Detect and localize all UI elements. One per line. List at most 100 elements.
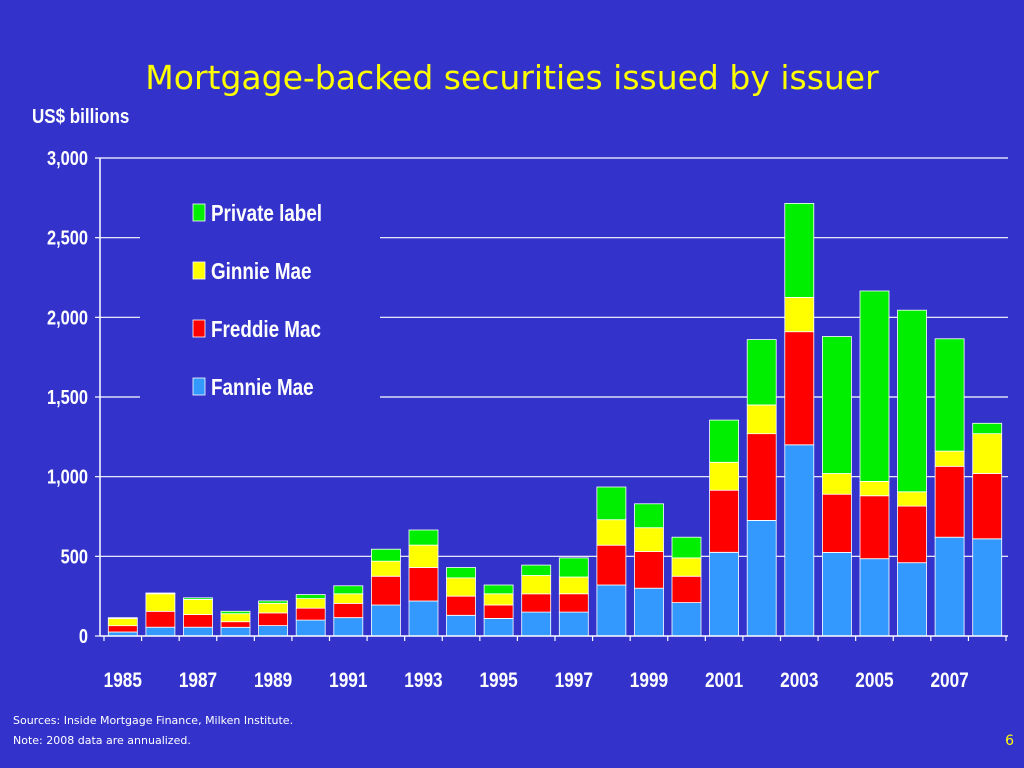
bar-fannie-mae-1991: [333, 617, 364, 637]
legend-item-fannie-mae: Fannie Mae: [192, 375, 314, 400]
bar-ginnie-mae-1998: [596, 519, 627, 546]
y-tick-label: 1,000: [47, 465, 88, 488]
bar-stack-1990: [295, 594, 326, 637]
y-tick-label: 2,000: [47, 306, 88, 329]
bar-fannie-mae-1988: [220, 626, 251, 637]
bar-freddie-mac-1986: [145, 610, 176, 628]
bar-private-label-1990: [295, 594, 326, 599]
bar-ginnie-mae-1985: [107, 618, 138, 627]
bar-fannie-mae-2006: [897, 562, 927, 637]
bar-stack-2001: [709, 419, 739, 637]
bar-stack-2003: [784, 202, 815, 637]
bar-ginnie-mae-1989: [258, 602, 289, 614]
x-tick-label: 1995: [479, 670, 518, 693]
bar-fannie-mae-1993: [408, 600, 439, 637]
x-tick-label: 1997: [555, 670, 593, 693]
bar-fannie-mae-2000: [671, 602, 702, 637]
bar-stack-1985: [107, 617, 138, 637]
bar-private-label-2006: [897, 309, 927, 493]
bar-ginnie-mae-1990: [295, 598, 326, 609]
bar-ginnie-mae-1991: [333, 593, 364, 604]
bar-stack-1993: [408, 529, 439, 637]
legend-label: Ginnie Mae: [211, 259, 312, 284]
bar-freddie-mac-2001: [709, 489, 739, 553]
bar-stack-2005: [859, 290, 890, 637]
bar-stack-2008: [972, 422, 1003, 637]
x-tick-label: 2007: [930, 670, 968, 693]
bar-private-label-1999: [634, 503, 664, 529]
bar-private-label-1995: [483, 584, 514, 595]
bar-fannie-mae-2007: [934, 536, 965, 637]
bar-ginnie-mae-2007: [934, 450, 965, 467]
bar-freddie-mac-2007: [934, 465, 965, 538]
legend-label: Private label: [211, 201, 322, 226]
bar-private-label-2005: [859, 290, 890, 482]
bar-freddie-mac-1987: [183, 614, 213, 628]
x-tick-label: 2001: [705, 670, 744, 693]
bar-ginnie-mae-1988: [220, 613, 251, 623]
x-tick-label: 1985: [104, 670, 143, 693]
bar-fannie-mae-1990: [295, 619, 326, 637]
bar-fannie-mae-1996: [521, 611, 552, 637]
bar-ginnie-mae-2006: [897, 491, 927, 507]
bar-private-label-1998: [596, 486, 627, 521]
legend-item-freddie-mac: Freddie Mac: [192, 317, 321, 342]
bar-private-label-1986: [145, 592, 176, 595]
bar-fannie-mae-1995: [483, 618, 514, 637]
bar-fannie-mae-1994: [446, 614, 476, 637]
bar-freddie-mac-1988: [220, 621, 251, 628]
bar-freddie-mac-2000: [671, 575, 702, 603]
bar-private-label-2007: [934, 338, 965, 452]
bar-fannie-mae-1999: [634, 587, 664, 637]
bar-freddie-mac-2006: [897, 505, 927, 564]
bar-private-label-1997: [558, 557, 589, 578]
bar-freddie-mac-2005: [859, 495, 890, 560]
bar-stacks: [107, 202, 1003, 637]
legend-swatch: [192, 319, 206, 338]
bar-ginnie-mae-1996: [521, 575, 552, 595]
bar-stack-2006: [897, 309, 927, 637]
bar-freddie-mac-1993: [408, 567, 439, 602]
bar-stack-1999: [634, 503, 664, 637]
bar-private-label-1985: [107, 617, 138, 619]
bar-fannie-mae-1987: [183, 626, 213, 637]
bar-ginnie-mae-1995: [483, 593, 514, 606]
bar-ginnie-mae-2005: [859, 480, 890, 497]
slide-number: 6: [1005, 733, 1014, 749]
legend-item-private-label: Private label: [192, 201, 322, 226]
bar-stack-1986: [145, 592, 176, 637]
bar-private-label-2000: [671, 536, 702, 559]
bar-ginnie-mae-1999: [634, 527, 664, 553]
bar-private-label-2003: [784, 202, 815, 298]
legend-label: Freddie Mac: [211, 317, 321, 342]
bar-stack-1998: [596, 486, 627, 637]
bar-stack-1992: [370, 548, 401, 637]
bar-stack-2000: [671, 536, 702, 637]
bar-ginnie-mae-1992: [370, 560, 401, 577]
bar-private-label-1994: [446, 567, 476, 579]
bar-stack-2007: [934, 338, 965, 637]
bar-private-label-1989: [258, 600, 289, 604]
y-tick-label: 3,000: [47, 146, 88, 169]
bar-stack-1996: [521, 564, 552, 637]
legend-swatch: [192, 261, 206, 280]
bar-ginnie-mae-2008: [972, 433, 1003, 474]
bar-fannie-mae-1989: [258, 625, 289, 637]
y-axis-tick-labels: 0 500 1,000 1,500 2,000 2,500 3,000: [47, 146, 100, 647]
bar-freddie-mac-1996: [521, 593, 552, 613]
bar-private-label-2008: [972, 422, 1003, 435]
bar-stack-1987: [183, 597, 213, 637]
bar-freddie-mac-1995: [483, 604, 514, 619]
bar-freddie-mac-2003: [784, 331, 815, 446]
x-tick-label: 2005: [855, 670, 894, 693]
bar-stack-1994: [446, 567, 476, 637]
bar-fannie-mae-1997: [558, 611, 589, 637]
bar-ginnie-mae-1993: [408, 544, 439, 568]
bar-private-label-1988: [220, 610, 251, 615]
bar-freddie-mac-1997: [558, 593, 589, 613]
legend-background: [140, 190, 380, 405]
bar-fannie-mae-2008: [972, 538, 1003, 637]
x-tick-label: 1991: [329, 670, 368, 693]
bar-freddie-mac-1990: [295, 607, 326, 621]
